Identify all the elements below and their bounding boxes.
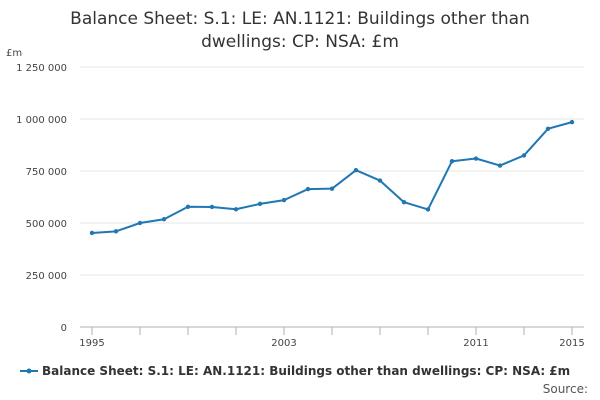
data-point: [353, 167, 359, 173]
data-point: [473, 156, 479, 161]
data-point: [257, 201, 263, 207]
x-axis-tick-labels: 1995 2003 2011 2015: [79, 338, 584, 349]
legend-label: Balance Sheet: S.1: LE: AN.1121: Buildin…: [42, 364, 571, 378]
chart-title-line-2: dwellings: CP: NSA: £m: [201, 32, 399, 52]
grid-lines: [80, 66, 584, 276]
y-axis-tick-labels: 0 250 000 500 000 750 000 1 000 000 1 250 000: [16, 63, 67, 334]
data-point: [497, 163, 503, 168]
y-tick-label: 0: [61, 323, 67, 334]
data-point: [545, 126, 551, 131]
data-point: [113, 229, 119, 234]
x-tick-label: 1995: [79, 338, 104, 349]
source-label: Source:: [542, 382, 588, 396]
series-line: [91, 121, 573, 234]
chart-title-line-1: Balance Sheet: S.1: LE: AN.1121: Buildin…: [70, 9, 530, 29]
legend-line-marker-icon: [20, 368, 38, 374]
data-point: [89, 230, 95, 236]
data-point: [137, 220, 143, 226]
data-point: [305, 186, 311, 192]
data-point: [281, 197, 287, 203]
data-point: [233, 207, 239, 212]
y-tick-label: 1 000 000: [16, 115, 67, 126]
y-tick-label: 750 000: [26, 167, 67, 178]
x-axis: [80, 326, 584, 335]
data-point: [161, 217, 167, 222]
y-tick-label: 1 250 000: [16, 63, 67, 74]
series-lines: [91, 121, 573, 234]
data-point: [185, 204, 191, 209]
legend-swatch-point: [26, 368, 32, 374]
data-point: [569, 119, 575, 125]
series-points: [89, 119, 575, 236]
data-point: [449, 159, 455, 164]
x-tick-label: 2011: [463, 338, 488, 349]
data-point: [329, 186, 335, 191]
chart-title: Balance Sheet: S.1: LE: AN.1121: Buildin…: [0, 8, 600, 54]
x-tick-label: 2003: [271, 338, 296, 349]
data-point: [521, 153, 527, 158]
data-point: [209, 204, 215, 210]
legend[interactable]: Balance Sheet: S.1: LE: AN.1121: Buildin…: [20, 364, 570, 378]
data-point: [377, 178, 383, 183]
y-axis-unit-label: £m: [6, 48, 22, 59]
data-point: [401, 200, 407, 205]
x-tick-label: 2015: [559, 338, 584, 349]
y-tick-label: 250 000: [26, 271, 67, 282]
y-tick-label: 500 000: [26, 219, 67, 230]
data-point: [425, 207, 431, 212]
